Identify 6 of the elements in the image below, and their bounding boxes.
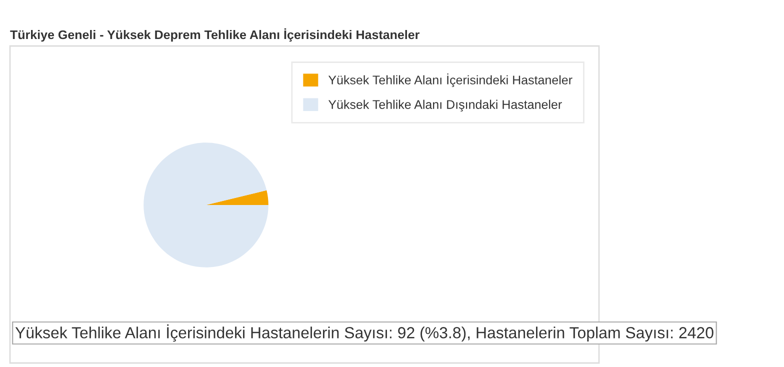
text: Yüksek Tehlike Alanı İçerisindeki Hastanelerin Sayısı: 92 (%3.8), Hastanelerin Toplam Sayısı: 2420	[15, 324, 714, 342]
legend-label: Yüksek Tehlike Alanı İçerisindeki Hastaneler	[328, 74, 572, 87]
pie-slice	[206, 190, 268, 205]
pie-slice	[144, 142, 268, 268]
legend-label: Yüksek Tehlike Alanı Dışındaki Hastaneler	[328, 100, 562, 112]
chart-title: Türkiye Geneli - Yüksek Deprem Tehlike Alanı İçerisindeki Hastaneler	[10, 28, 420, 42]
